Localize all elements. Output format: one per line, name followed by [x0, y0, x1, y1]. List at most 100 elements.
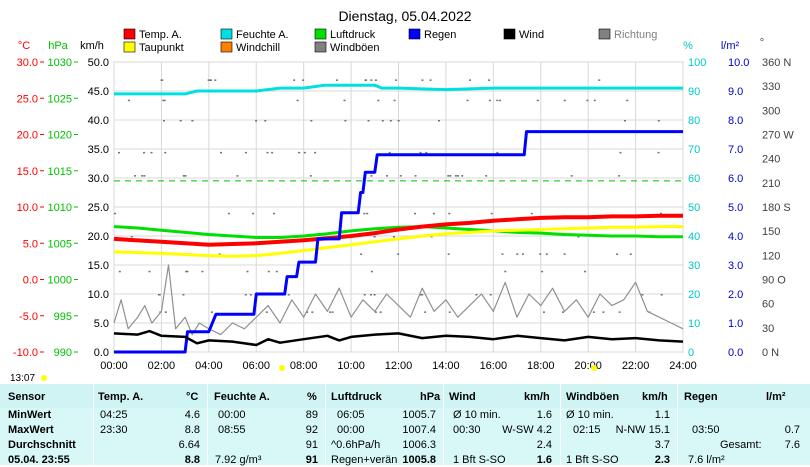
direction-dot: [273, 212, 276, 215]
cell: 06:05: [337, 409, 365, 421]
rain-tick-label: 6.0: [728, 173, 743, 185]
sunrise-icon: [279, 365, 285, 371]
direction-dot: [179, 120, 182, 122]
direction-dot: [570, 175, 573, 177]
axis-units: °C hPa km/h% l/m² °: [18, 37, 764, 52]
direction-dot: [134, 175, 137, 177]
direction-dot: [335, 79, 338, 81]
direction-dot: [592, 311, 595, 313]
wind-tick-label: 35.0: [88, 144, 109, 156]
dir-tick-label: 240: [762, 154, 780, 166]
legend-label: Regen: [424, 29, 456, 41]
hum-tick-label: 80: [688, 115, 700, 127]
direction-dot: [343, 99, 346, 102]
direction-dot: [536, 99, 539, 102]
direction-dot: [539, 253, 542, 255]
direction-dot: [161, 79, 164, 81]
header-hum: Feuchte A.: [214, 391, 270, 403]
direction-dot: [328, 311, 331, 313]
series-line-luftdruck: [113, 225, 683, 239]
cell: 00:00: [218, 409, 246, 421]
direction-dot: [496, 151, 499, 154]
direction-dot: [488, 79, 491, 81]
direction-dot: [530, 212, 533, 215]
direction-dot: [421, 79, 424, 81]
series-line-wind: [113, 329, 684, 347]
cell: 1006.3: [402, 439, 436, 451]
row-label: Durchschnitt: [8, 439, 76, 451]
cell: Ø 10 min.: [566, 409, 614, 421]
cell: Regen+verän: [331, 454, 398, 466]
rain-tick-label: 3.0: [728, 260, 743, 272]
direction-dot: [245, 151, 248, 154]
statistics-table: Sensor Temp. A. °C Feuchte A. % Luftdruc…: [0, 384, 810, 466]
y-tick-labels: 30.025.020.015.010.05.00.0-5.0-10.010301…: [13, 57, 794, 359]
direction-dot: [365, 79, 368, 81]
header-wind: Wind: [449, 391, 476, 403]
cell: Ø 10 min.: [453, 409, 501, 421]
direction-dot: [275, 270, 278, 273]
direction-dot: [374, 79, 377, 81]
direction-dot: [220, 151, 223, 154]
direction-dot: [542, 311, 545, 313]
direction-dot: [629, 253, 632, 255]
direction-dot: [360, 253, 363, 255]
legend-swatch: [220, 28, 233, 40]
direction-dot: [397, 120, 400, 122]
header-gust: Windböen: [566, 391, 620, 403]
cell: 1 Bft S-SO: [566, 454, 619, 466]
direction-dot: [425, 151, 428, 154]
wind-tick-label: 25.0: [88, 202, 109, 214]
series-line-regen: [114, 130, 683, 354]
cell: 1005.8: [402, 454, 436, 466]
hum-unit-label: %: [683, 40, 693, 52]
direction-dot: [545, 253, 548, 255]
legend-swatch: [314, 28, 327, 40]
dir-unit-label: °: [760, 37, 764, 49]
direction-dot: [381, 120, 384, 122]
direction-dot: [616, 253, 619, 255]
dir-tick-label: 180 S: [762, 202, 791, 214]
wind-tick-label: 5.0: [94, 318, 109, 330]
cell: 1.6: [536, 409, 552, 421]
direction-dot: [501, 253, 504, 255]
direction-dot: [490, 212, 493, 215]
press-tick-label: 1000: [48, 275, 72, 287]
hum-tick-label: 20: [688, 289, 700, 301]
direction-dot: [296, 99, 299, 102]
direction-dot: [626, 99, 629, 102]
press-tick-label: 1020: [48, 130, 72, 142]
direction-dot: [623, 120, 626, 122]
cell: 8.8: [184, 424, 200, 436]
legend-label: Temp. A.: [139, 29, 182, 41]
cell: 89: [305, 409, 318, 421]
direction-dot: [499, 99, 502, 102]
direction-dot: [331, 311, 334, 313]
cell: W-SW 4.2: [502, 424, 552, 436]
cell: 6.64: [178, 439, 200, 451]
direction-dot: [584, 270, 587, 273]
direction-dot: [437, 120, 440, 122]
cell: 7.6 l/m²: [688, 454, 725, 466]
direction-dot: [210, 311, 213, 313]
direction-dot: [504, 270, 507, 273]
row-label: MinWert: [8, 409, 52, 421]
x-tick-label: 18:00: [527, 360, 555, 372]
direction-dot: [449, 175, 452, 177]
direction-dot: [516, 253, 519, 255]
direction-dot: [209, 79, 212, 81]
direction-dot: [255, 120, 258, 122]
wind-tick-label: 50.0: [88, 57, 109, 69]
chart-title: Dienstag, 05.04.2022: [338, 8, 471, 24]
dir-tick-label: 270 W: [762, 130, 794, 142]
dir-tick-label: 60: [762, 299, 774, 311]
cell: 02:15: [573, 424, 601, 436]
cell: 03:50: [692, 424, 720, 436]
direction-dot: [657, 151, 660, 154]
direction-dot: [310, 120, 313, 122]
direction-dot: [143, 151, 146, 154]
direction-dot: [657, 120, 660, 122]
header-gust-unit: km/h: [642, 391, 668, 403]
direction-dot: [521, 253, 524, 255]
direction-dot: [182, 294, 185, 296]
